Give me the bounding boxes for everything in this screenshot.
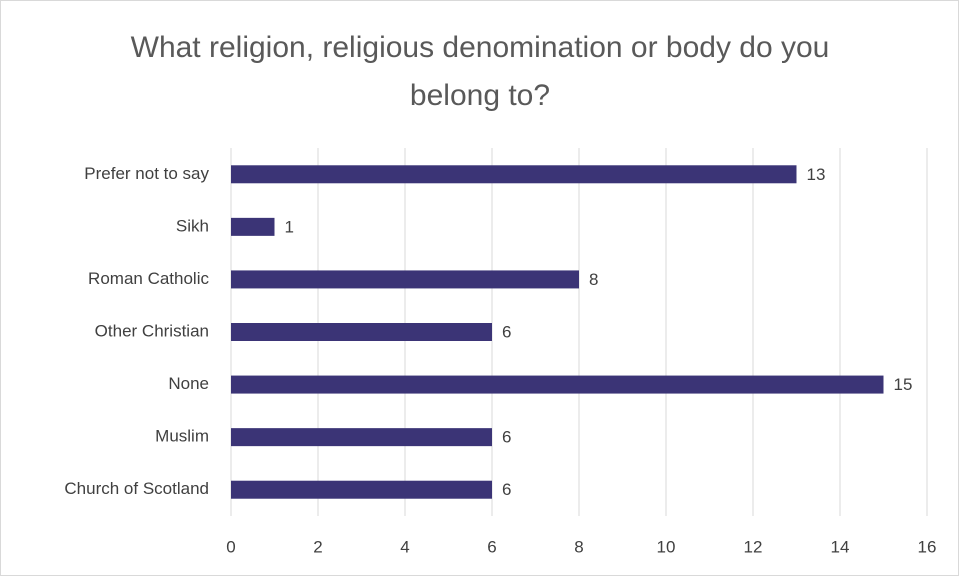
x-tick-label: 2: [313, 537, 322, 556]
y-tick-label: Prefer not to say: [84, 164, 209, 183]
data-label: 6: [502, 322, 511, 341]
x-tick-label: 4: [400, 537, 409, 556]
bar: [231, 480, 492, 499]
y-tick-label: Roman Catholic: [88, 269, 209, 288]
data-label: 1: [285, 217, 294, 236]
bar: [231, 323, 492, 341]
x-tick-label: 10: [657, 537, 676, 556]
bar: [231, 428, 492, 447]
bar: [231, 375, 884, 394]
y-tick-label: Church of Scotland: [64, 479, 209, 498]
chart-title: What religion, religious denomination or…: [130, 31, 830, 112]
x-tick-label: 16: [918, 537, 937, 556]
data-label: 15: [894, 375, 913, 394]
bar: [231, 270, 579, 289]
data-label: 6: [502, 480, 511, 499]
y-tick-label: Other Christian: [95, 321, 209, 340]
x-tick-label: 14: [831, 537, 850, 556]
x-tick-label: 8: [574, 537, 583, 556]
data-label: 6: [502, 428, 511, 447]
data-label: 8: [589, 270, 598, 289]
bar: [231, 217, 275, 236]
y-tick-label: Muslim: [155, 427, 209, 446]
y-tick-label: Sikh: [176, 216, 209, 235]
x-tick-label: 12: [744, 537, 763, 556]
y-tick-label: None: [168, 374, 209, 393]
bar: [231, 165, 797, 184]
x-tick-label: 6: [487, 537, 496, 556]
x-tick-label: 0: [226, 537, 235, 556]
data-label: 13: [807, 165, 826, 184]
